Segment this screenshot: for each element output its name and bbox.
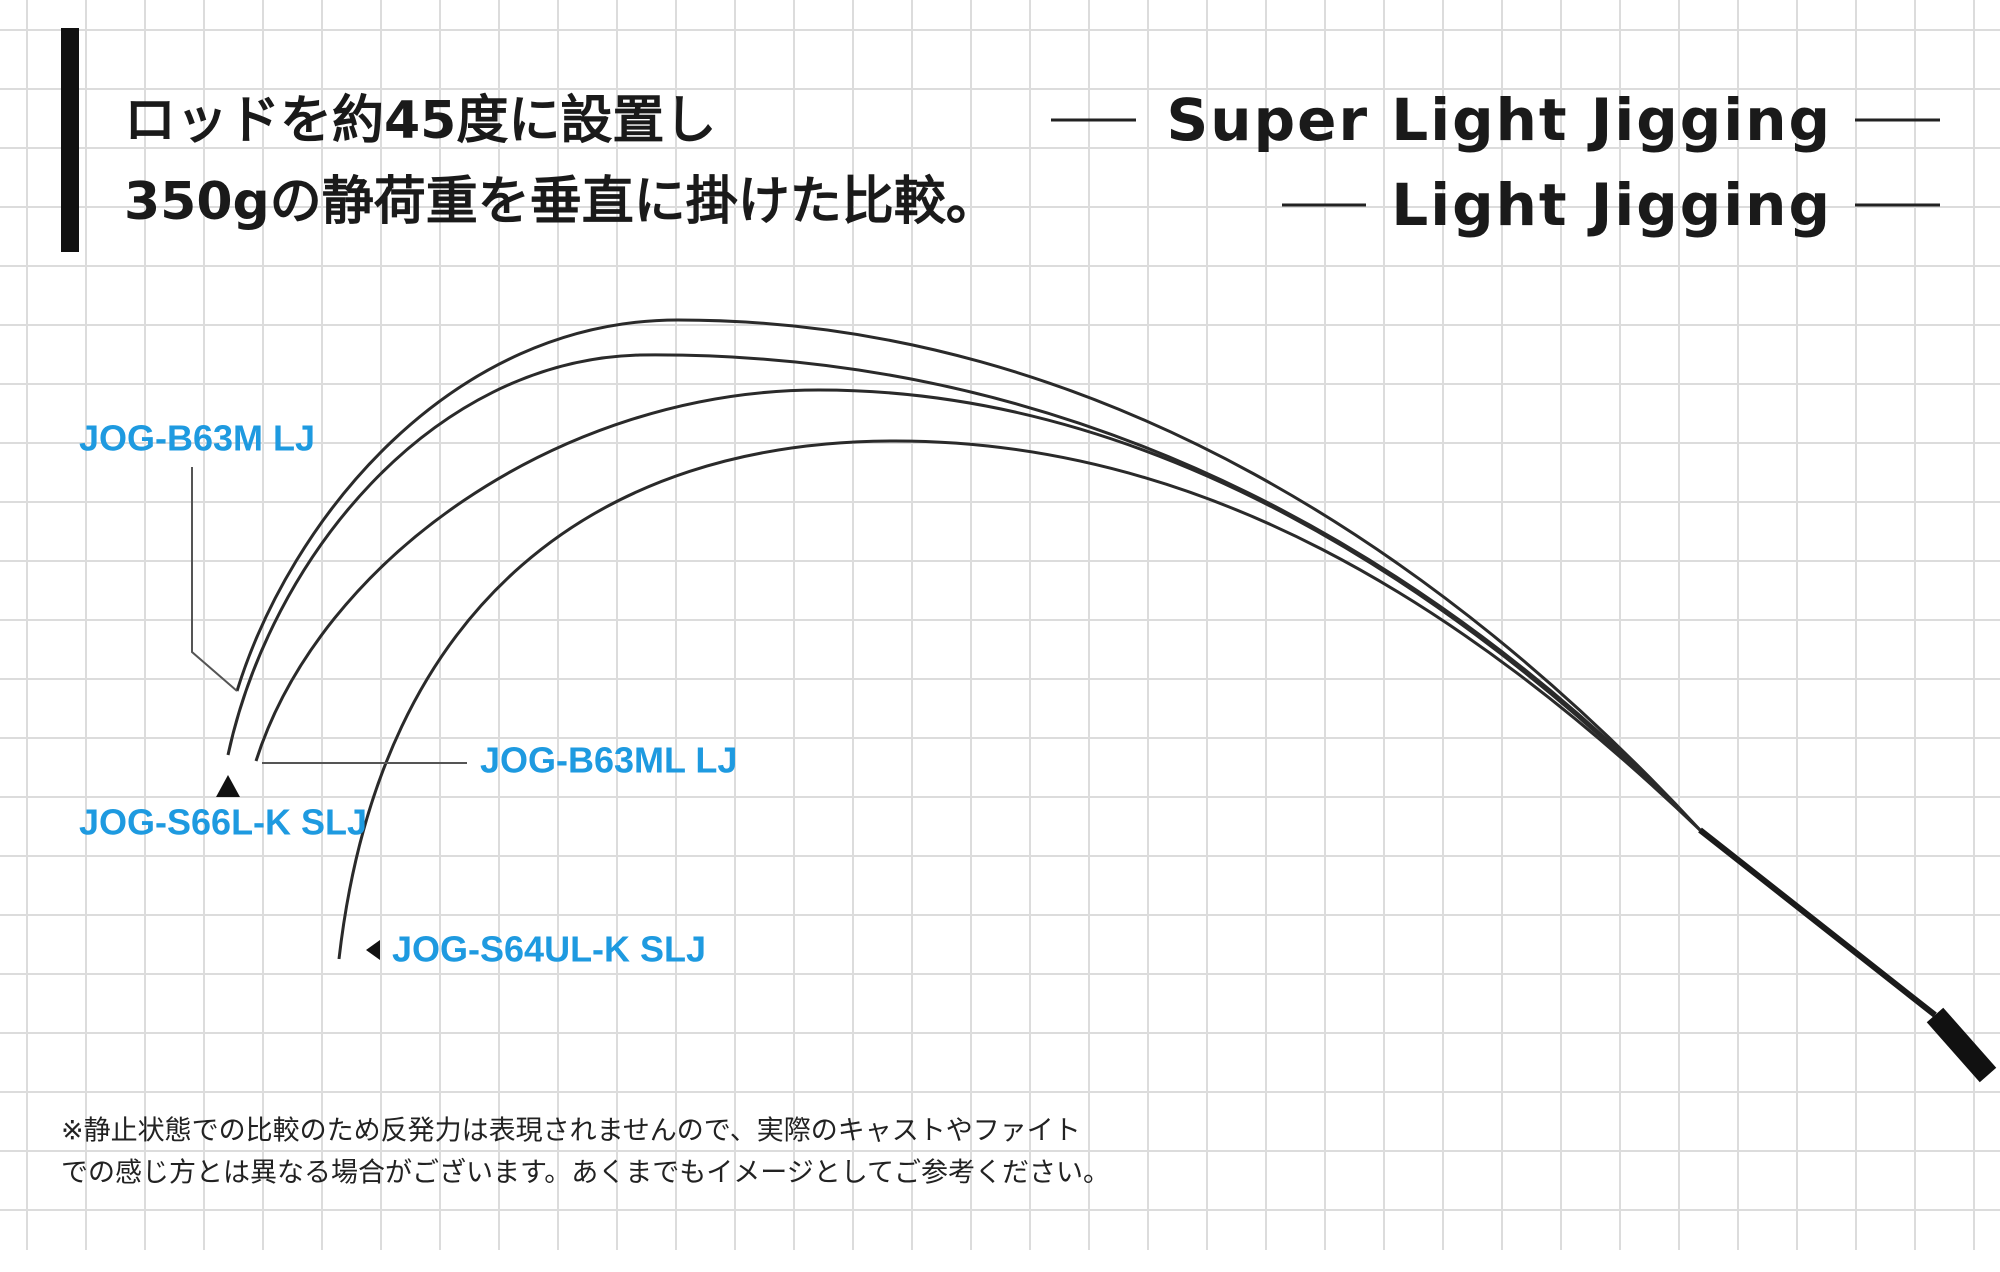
title-line: 350gの静荷重を垂直に掛けた比較。 bbox=[124, 172, 998, 232]
leader-line bbox=[191, 467, 238, 692]
marker bbox=[216, 775, 240, 797]
footnote: ※静止状態での比較のため反発力は表現されませんので、実際のキャストやファイト bbox=[61, 1116, 1081, 1147]
rod-label: JOG-S64UL-K SLJ bbox=[392, 929, 706, 970]
rod-label: JOG-B63M LJ bbox=[79, 418, 315, 459]
rod-curve bbox=[254, 388, 1702, 832]
title-bar bbox=[61, 28, 79, 252]
rod-curve bbox=[337, 439, 1702, 960]
rod-grip bbox=[1926, 1007, 1997, 1083]
rod-curve bbox=[226, 353, 1702, 832]
legend-label: Super Light Jigging bbox=[1167, 86, 1832, 154]
legend-label: Light Jigging bbox=[1391, 171, 1832, 239]
footnote: での感じ方とは異なる場合がございます。あくまでもイメージとしてご参考ください。 bbox=[61, 1158, 1110, 1189]
rod-label: JOG-S66L-K SLJ bbox=[79, 802, 367, 843]
rod-curve bbox=[235, 318, 1702, 832]
rod-label: JOG-B63ML LJ bbox=[480, 740, 737, 781]
title-line: ロッドを約45度に設置し bbox=[124, 91, 716, 151]
rod-blank bbox=[1698, 827, 1937, 1018]
marker bbox=[366, 940, 380, 960]
